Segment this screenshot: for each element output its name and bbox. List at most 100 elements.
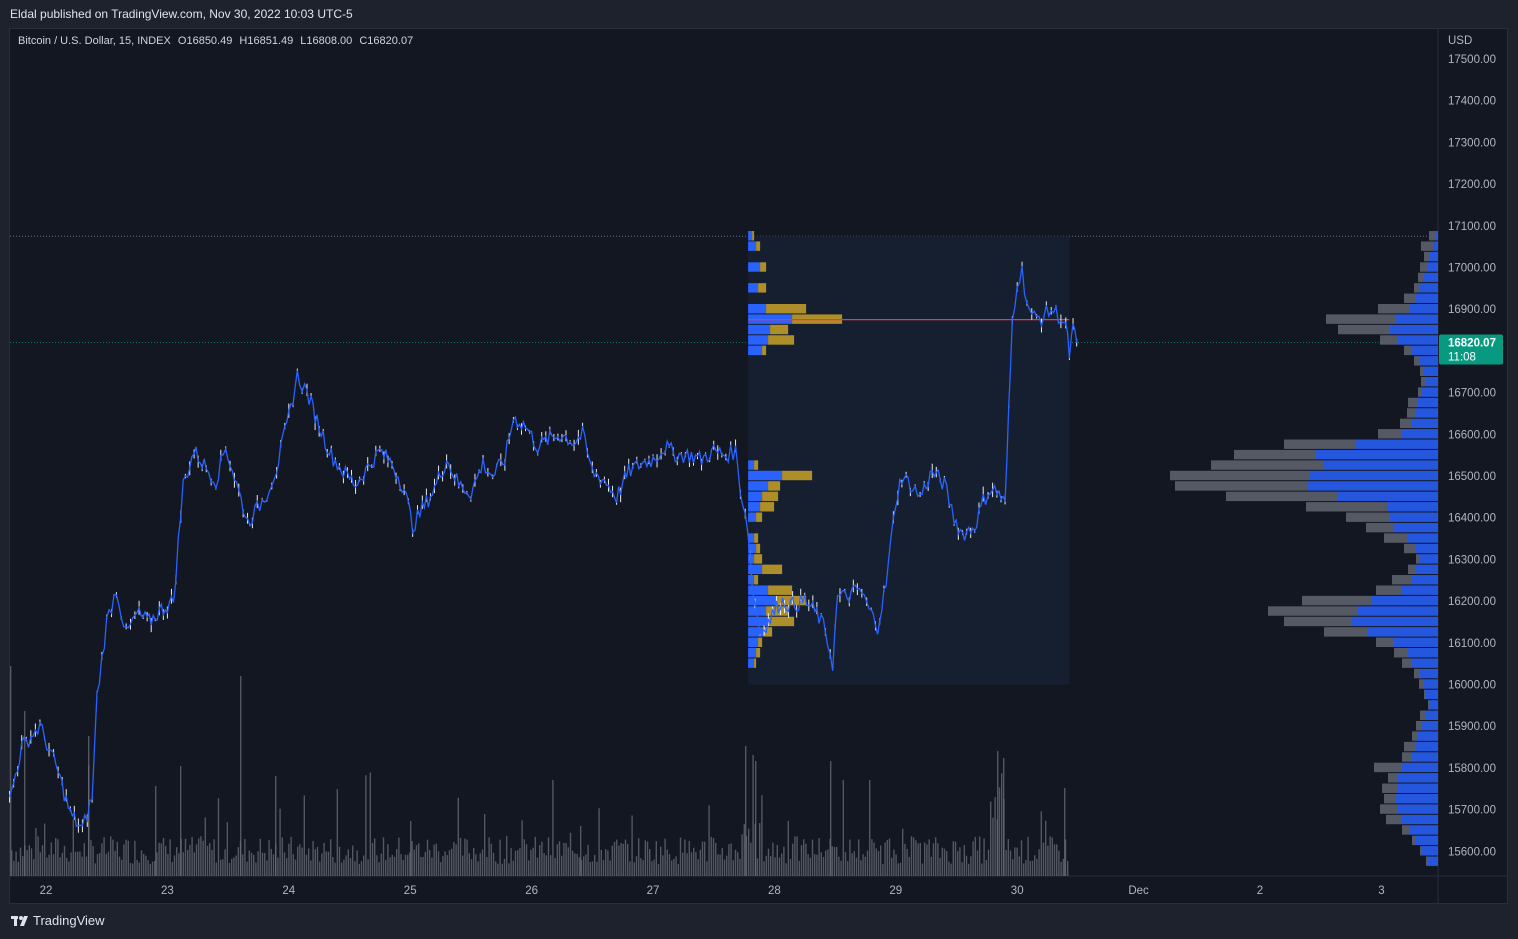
volume-bar (301, 847, 303, 876)
volume-profile-up-bar (1422, 720, 1438, 731)
volume-bar (723, 859, 726, 876)
volume-bar (946, 850, 948, 876)
volume-bar (169, 839, 171, 876)
volume-bar (393, 856, 396, 876)
volume-bar (884, 842, 886, 876)
symbol-name[interactable]: Bitcoin / U.S. Dollar, 15, INDEX (18, 35, 171, 47)
volume-spike-bar (410, 821, 412, 876)
volume-bar (468, 853, 470, 876)
volume-bar (272, 854, 275, 876)
volume-bar (807, 854, 809, 876)
volume-profile-up-bar (1358, 606, 1438, 616)
volume-profile-up-bar (1356, 439, 1438, 449)
volume-bar (983, 838, 985, 876)
volume-bar (913, 837, 915, 876)
volume-bar (435, 843, 437, 876)
volume-profile-up-bar (1435, 231, 1438, 241)
price-tick-label: 17200.00 (1448, 179, 1496, 191)
volume-bar (411, 841, 413, 876)
volume-profile-up-bar (1412, 575, 1438, 585)
volume-bar (609, 860, 611, 876)
volume-profile-down-bar (1420, 366, 1424, 376)
volume-bar (987, 849, 990, 876)
volume-bar (930, 856, 932, 876)
volume-bar (228, 863, 231, 876)
volume-bar (770, 856, 772, 876)
volume-profile-up-bar (1412, 752, 1438, 762)
volume-bar (805, 843, 807, 876)
price-tick-label: 17300.00 (1448, 137, 1496, 149)
volume-bar (90, 839, 92, 876)
volume-bar (235, 855, 237, 876)
volume-bar (129, 862, 132, 876)
last-price-badge (1439, 334, 1503, 365)
volume-bar (422, 856, 424, 876)
volume-bar (204, 817, 206, 876)
price-tick-label: 15900.00 (1448, 721, 1496, 733)
volume-bar (660, 846, 662, 876)
volume-profile-down-bar (1380, 804, 1398, 814)
volume-bar (695, 851, 697, 876)
volume-bar (63, 845, 66, 876)
volume-bar (1053, 844, 1056, 876)
volume-bar (871, 839, 873, 876)
volume-bar (862, 854, 864, 876)
volume-bar (486, 857, 488, 876)
volume-bar (66, 857, 68, 876)
session-profile-down-bar (758, 637, 763, 648)
volume-bar (46, 857, 48, 876)
session-profile-up-bar (748, 512, 757, 522)
volume-bar (466, 839, 468, 876)
volume-bar (257, 851, 259, 876)
volume-profile-down-bar (1268, 606, 1358, 616)
volume-bar (242, 854, 244, 876)
volume-bar (990, 801, 992, 876)
volume-bar (869, 779, 871, 876)
volume-bar (649, 849, 651, 876)
volume-bar (448, 850, 451, 876)
volume-bar (19, 847, 22, 876)
session-profile-up-bar (748, 460, 755, 470)
volume-bar (332, 857, 334, 876)
volume-bar (178, 853, 180, 876)
volume-bar (847, 861, 849, 876)
symbol-legend[interactable]: Bitcoin / U.S. Dollar, 15, INDEX O16850.… (18, 35, 417, 47)
price-tick-label: 17100.00 (1448, 221, 1496, 233)
volume-bar (343, 859, 345, 876)
volume-bar (873, 842, 875, 876)
volume-spike-bar (755, 761, 757, 876)
price-tick-label: 16900.00 (1448, 304, 1496, 316)
volume-bar (125, 839, 127, 876)
volume-bar (732, 860, 734, 876)
volume-bar (822, 857, 825, 876)
volume-profile-up-bar (1416, 543, 1438, 554)
volume-bar (211, 849, 213, 876)
session-profile-up-bar (748, 554, 755, 564)
volume-bar (248, 850, 250, 876)
volume-bar (457, 797, 459, 876)
volume-bar (629, 861, 631, 876)
volume-bar (387, 844, 389, 876)
volume-bar (688, 840, 690, 876)
volume-bar (1009, 850, 1012, 876)
volume-profile-down-bar (1402, 658, 1412, 668)
volume-bar (891, 857, 893, 876)
volume-bar (682, 852, 684, 876)
volume-bar (752, 754, 754, 876)
volume-bar (855, 857, 858, 876)
tradingview-brand: TradingView (33, 913, 105, 928)
volume-bar (831, 846, 833, 876)
volume-bar (613, 841, 616, 876)
volume-bar (217, 798, 220, 876)
session-profile-up-bar (748, 303, 767, 314)
volume-profile-down-bar (1234, 449, 1316, 460)
volume-bar (1016, 847, 1018, 876)
volume-bar (116, 841, 118, 876)
tradingview-logo[interactable]: TradingView (11, 913, 105, 928)
volume-bar (231, 858, 233, 876)
volume-bar (675, 856, 677, 876)
volume-bar (776, 845, 778, 876)
volume-bar (437, 851, 440, 876)
volume-bar (895, 854, 897, 876)
